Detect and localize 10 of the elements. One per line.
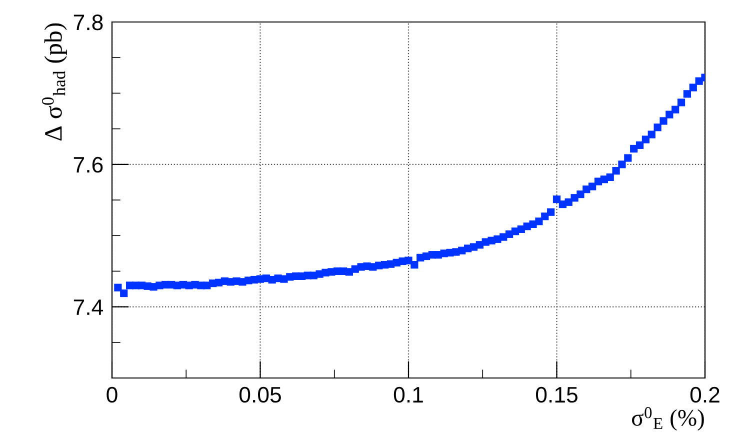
x-tick-label: 0.15 (536, 386, 578, 403)
x-tick-label: 0.05 (239, 386, 281, 403)
x-tick-label: 0 (106, 386, 118, 403)
y-tick-label: 7.6 (74, 156, 103, 173)
y-tick-label: 7.8 (74, 14, 103, 30)
y-axis-title: Δ σ$^{0}$$_{had}$ (pb) (42, 23, 67, 141)
x-axis-title: σ$^{0}$$_{E}$ (%) (632, 407, 704, 431)
x-tick-label: 0.2 (690, 386, 720, 403)
y-tick-label: 7.4 (74, 300, 104, 315)
x-tick-label: 0.1 (394, 386, 423, 403)
